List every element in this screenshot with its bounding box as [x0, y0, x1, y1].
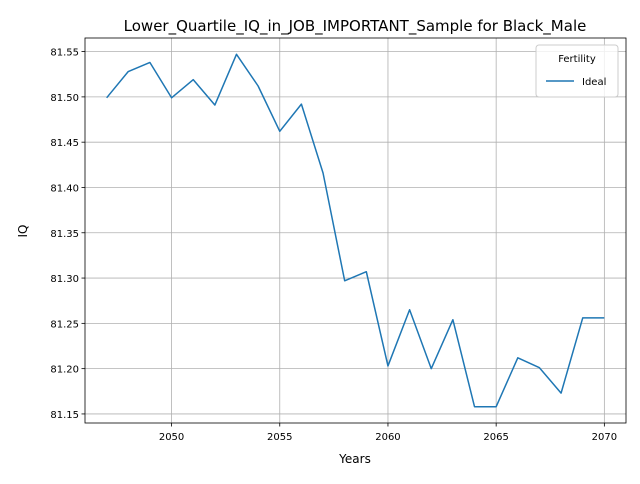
plot-frame: [84, 37, 627, 424]
y-tick-label: 81.25: [50, 319, 79, 330]
x-tick-label: 2055: [267, 432, 292, 443]
y-tick-label: 81.35: [50, 229, 79, 240]
legend-box: [535, 44, 619, 98]
legend-label: Ideal: [582, 77, 606, 88]
y-axis-label: IQ: [16, 225, 30, 238]
y-tick-label: 81.20: [50, 365, 79, 376]
chart-title: Lower_Quartile_IQ_in_JOB_IMPORTANT_Sampl…: [124, 17, 587, 36]
series-line-ideal: [106, 53, 605, 408]
y-tick-label: 81.40: [50, 183, 79, 194]
y-tick-label: 81.55: [50, 48, 79, 59]
y-tick-label: 81.50: [50, 93, 79, 104]
y-tick-label: 81.45: [50, 138, 79, 149]
x-tick-label: 2050: [159, 432, 184, 443]
x-tick-label: 2065: [483, 432, 508, 443]
x-axis-label: Years: [338, 452, 371, 466]
x-tick-label: 2070: [592, 432, 617, 443]
y-tick-label: 81.15: [50, 410, 79, 421]
y-tick-label: 81.30: [50, 274, 79, 285]
x-tick-label: 2060: [375, 432, 400, 443]
legend-title: Fertility: [558, 54, 596, 65]
